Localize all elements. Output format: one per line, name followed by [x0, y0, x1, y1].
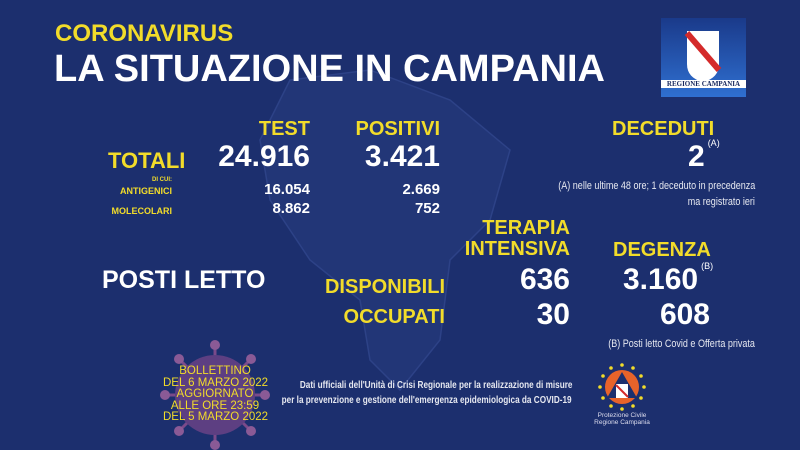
- bulletin-line-1: BOLLETTINO: [179, 365, 251, 377]
- page-title: LA SITUAZIONE IN CAMPANIA: [54, 48, 605, 90]
- disponibili-ti: 636: [519, 263, 570, 296]
- disponibili-degenza-number: 3.160: [623, 263, 699, 296]
- disponibili-label: DISPONIBILI: [324, 276, 445, 298]
- pc-line-1: Protezione Civile: [597, 412, 647, 419]
- totali-label: TOTALI: [108, 148, 186, 173]
- col-degenza: DEGENZA: [613, 239, 711, 261]
- occupati-degenza: 608: [659, 298, 710, 331]
- deceduti-number: 2: [688, 140, 705, 173]
- deceduti-note-2: ma registrato ieri: [687, 196, 755, 208]
- col-positivi: POSITIVI: [355, 118, 440, 140]
- header-subtitle: CORONAVIRUS: [55, 20, 234, 47]
- molecolari-test: 8.862: [272, 200, 310, 217]
- deceduti-label: DECEDUTI: [612, 118, 715, 140]
- degenza-ref: (B): [701, 261, 714, 271]
- antigenici-label: ANTIGENICI: [119, 186, 172, 196]
- bulletin-date: BOLLETTINO DEL 6 MARZO 2022 AGGIORNATO A…: [163, 365, 269, 424]
- col-ti-line1: TERAPIA: [482, 217, 570, 239]
- posti-letto-label: POSTI LETTO: [102, 266, 266, 294]
- occupati-ti: 30: [536, 298, 570, 331]
- col-ti-line2: INTENSIVA: [464, 238, 570, 260]
- virus-icon: [160, 340, 270, 450]
- totali-test: 24.916: [218, 140, 310, 173]
- occupati-label: OCCUPATI: [343, 306, 445, 328]
- campania-shield-icon: [684, 31, 722, 82]
- deceduti-value: 2 (A): [688, 138, 720, 174]
- footer-line-2: per la prevenzione e gestione dell'emerg…: [282, 395, 572, 406]
- col-terapia-intensiva: TERAPIA INTENSIVA: [465, 218, 570, 260]
- molecolari-label: MOLECOLARI: [111, 206, 173, 216]
- deceduti-note-1: (A) nelle ultime 48 ore; 1 deceduto in p…: [557, 180, 755, 192]
- bulletin-line-4: ALLE ORE 23:59: [170, 399, 260, 412]
- protezione-civile-text: Protezione Civile Regione Campania: [582, 412, 662, 426]
- degenza-note: (B) Posti letto Covid e Offerta privata: [608, 338, 755, 350]
- deceduti-ref: (A): [707, 138, 720, 148]
- antigenici-positivi: 2.669: [402, 181, 440, 198]
- regione-campania-logo: REGIONE CAMPANIA: [661, 18, 746, 97]
- campania-map-background: [259, 69, 511, 392]
- protezione-civile-logo: [598, 363, 646, 411]
- footer-line-1: Dati ufficiali dell'Unità di Crisi Regio…: [299, 380, 572, 391]
- bulletin-line-5: DEL 5 MARZO 2022: [163, 411, 269, 423]
- logo-text: REGIONE CAMPANIA: [661, 80, 746, 88]
- bulletin-line-3: AGGIORNATO: [176, 388, 254, 400]
- antigenici-test: 16.054: [264, 181, 310, 198]
- di-cui-label: DI CUI:: [152, 177, 172, 183]
- pc-line-2: Regione Campania: [594, 419, 650, 426]
- totali-positivi: 3.421: [364, 140, 440, 173]
- disponibili-degenza: 3.160 (B): [623, 261, 714, 297]
- bulletin-line-2: DEL 6 MARZO 2022: [163, 376, 269, 389]
- col-test: TEST: [258, 118, 310, 140]
- molecolari-positivi: 752: [414, 200, 440, 217]
